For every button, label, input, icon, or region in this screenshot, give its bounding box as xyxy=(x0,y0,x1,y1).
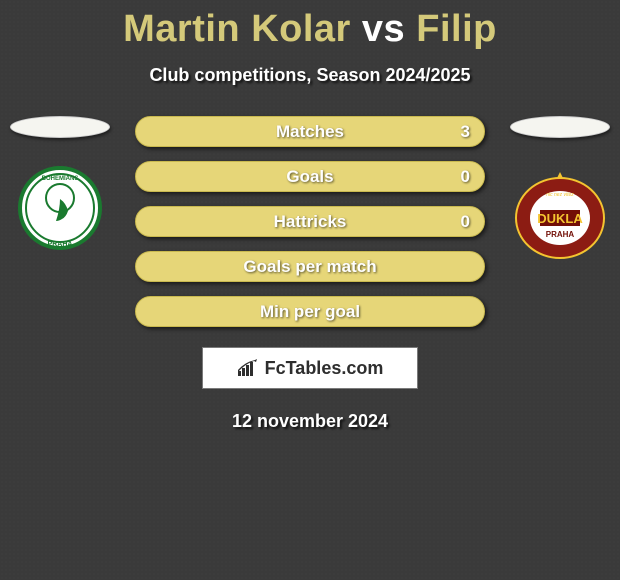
stat-row-hattricks: Hattricks 0 xyxy=(135,206,485,237)
player2-avatar-placeholder xyxy=(510,116,610,138)
stat-row-goals-per-match: Goals per match xyxy=(135,251,485,282)
svg-text:nic nez vitez: nic nez vitez xyxy=(546,192,574,198)
stat-value: 0 xyxy=(461,167,470,187)
stat-label: Goals per match xyxy=(243,257,376,277)
stats-list: Matches 3 Goals 0 Hattricks 0 Goals per … xyxy=(135,116,485,327)
player2-name: Filip xyxy=(416,8,497,50)
stat-value: 0 xyxy=(461,212,470,232)
player1-name: Martin Kolar xyxy=(123,8,351,50)
stat-label: Hattricks xyxy=(274,212,347,232)
stat-label: Matches xyxy=(276,122,344,142)
page-title: Martin Kolar vs Filip xyxy=(0,8,620,51)
svg-text:BOHEMIANS: BOHEMIANS xyxy=(42,176,79,182)
player1-avatar-placeholder xyxy=(10,116,110,138)
player2-column: DUKLA PRAHA nic nez vitez xyxy=(505,116,615,267)
stat-row-min-per-goal: Min per goal xyxy=(135,296,485,327)
svg-text:DUKLA: DUKLA xyxy=(537,211,583,226)
stat-label: Min per goal xyxy=(260,302,360,322)
club-logo-right: DUKLA PRAHA nic nez vitez xyxy=(512,166,608,267)
stat-row-goals: Goals 0 xyxy=(135,161,485,192)
svg-text:PRAHA: PRAHA xyxy=(546,230,575,239)
stat-label: Goals xyxy=(286,167,333,187)
vs-separator: vs xyxy=(362,8,405,50)
stat-row-matches: Matches 3 xyxy=(135,116,485,147)
svg-text:PRAHA: PRAHA xyxy=(48,241,73,248)
branding-badge[interactable]: FcTables.com xyxy=(202,347,418,389)
branding-text: FcTables.com xyxy=(265,358,384,379)
club-logo-left: BOHEMIANS PRAHA xyxy=(18,166,102,255)
subtitle: Club competitions, Season 2024/2025 xyxy=(0,65,620,86)
stat-value: 3 xyxy=(461,122,470,142)
date-label: 12 november 2024 xyxy=(0,411,620,432)
chart-icon xyxy=(237,359,259,377)
player1-column: BOHEMIANS PRAHA xyxy=(5,116,115,255)
